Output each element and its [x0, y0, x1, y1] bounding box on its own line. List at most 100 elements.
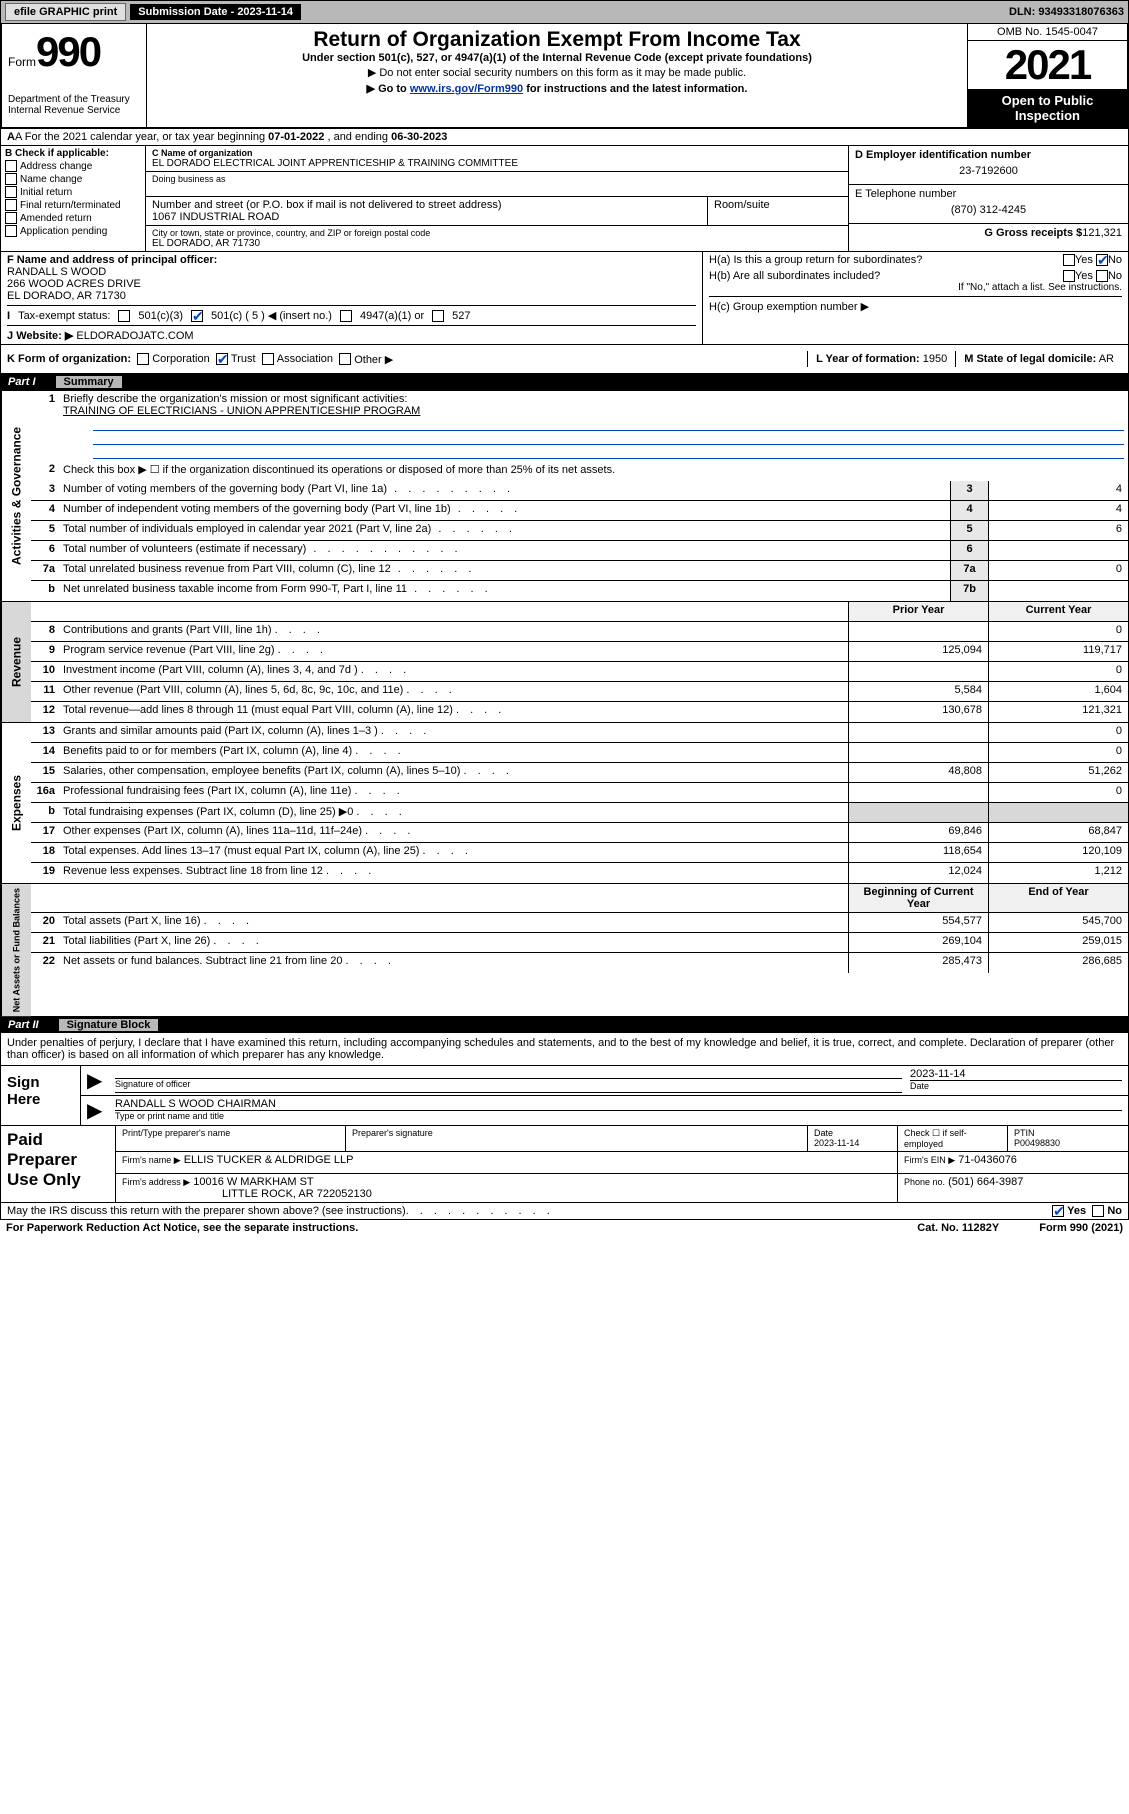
- prior-year-value: 12,024: [848, 863, 988, 883]
- col-f: F Name and address of principal officer:…: [1, 252, 703, 344]
- current-year-value: 51,262: [988, 763, 1128, 782]
- form-subtitle: Under section 501(c), 527, or 4947(a)(1)…: [155, 52, 959, 64]
- goto-post: for instructions and the latest informat…: [523, 83, 747, 95]
- line-desc: Salaries, other compensation, employee b…: [59, 763, 848, 782]
- part1-num: Part I: [8, 376, 36, 388]
- current-year-value: 0: [988, 622, 1128, 641]
- current-year-value: [988, 803, 1128, 822]
- line-num: 22: [31, 953, 59, 973]
- table-row: 9Program service revenue (Part VIII, lin…: [31, 642, 1128, 662]
- cb-app-pending[interactable]: [5, 225, 17, 237]
- firm-addr-label: Firm's address ▶: [122, 1177, 190, 1187]
- lbl-4947: 4947(a)(1) or: [360, 310, 424, 322]
- line-desc: Program service revenue (Part VIII, line…: [59, 642, 848, 661]
- line-value: [988, 581, 1128, 601]
- line-desc: Total unrelated business revenue from Pa…: [63, 563, 391, 575]
- ptin-value: P00498830: [1014, 1138, 1060, 1148]
- cb-final-return[interactable]: [5, 199, 17, 211]
- l-label: L Year of formation:: [816, 353, 920, 365]
- cb-corp[interactable]: [137, 353, 149, 365]
- line-num: 17: [31, 823, 59, 842]
- cb-amended[interactable]: [5, 212, 17, 224]
- cb-initial-return[interactable]: [5, 186, 17, 198]
- line-desc: Total assets (Part X, line 16) . . . .: [59, 913, 848, 932]
- ssn-note: ▶ Do not enter social security numbers o…: [155, 66, 959, 79]
- box-num: 4: [950, 501, 988, 520]
- current-year-value: 1,604: [988, 682, 1128, 701]
- line-desc: Professional fundraising fees (Part IX, …: [59, 783, 848, 802]
- declaration-text: Under penalties of perjury, I declare th…: [0, 1033, 1129, 1066]
- line-num: 20: [31, 913, 59, 932]
- table-row: 12Total revenue—add lines 8 through 11 (…: [31, 702, 1128, 722]
- vside-expenses: Expenses: [1, 723, 31, 883]
- firm-ein: 71-0436076: [958, 1154, 1017, 1166]
- line-num: 14: [31, 743, 59, 762]
- current-year-value: 0: [988, 783, 1128, 802]
- section-fgh: F Name and address of principal officer:…: [0, 252, 1129, 345]
- col-c: C Name of organization EL DORADO ELECTRI…: [146, 146, 848, 251]
- cb-ha-no[interactable]: [1096, 254, 1108, 266]
- goto-note: ▶ Go to www.irs.gov/Form990 for instruct…: [155, 82, 959, 95]
- cb-assoc[interactable]: [262, 353, 274, 365]
- irs-link[interactable]: www.irs.gov/Form990: [410, 83, 523, 95]
- line-num: b: [31, 803, 59, 822]
- line-num: b: [31, 581, 59, 601]
- paid-preparer-block: Paid Preparer Use Only Print/Type prepar…: [0, 1126, 1129, 1203]
- cb-4947[interactable]: [340, 310, 352, 322]
- cb-hb-no[interactable]: [1096, 270, 1108, 282]
- prior-year-value: 554,577: [848, 913, 988, 932]
- line-desc: Briefly describe the organization's miss…: [63, 393, 407, 405]
- ha-label: H(a) Is this a group return for subordin…: [709, 254, 922, 266]
- cb-discuss-no[interactable]: [1092, 1205, 1104, 1217]
- form-word: Form: [8, 55, 36, 69]
- prep-sig-label: Preparer's signature: [346, 1126, 808, 1151]
- cb-address-change[interactable]: [5, 160, 17, 172]
- sig-officer-label: Signature of officer: [115, 1078, 902, 1089]
- website-value: ELDORADOJATC.COM: [76, 330, 193, 342]
- cb-501c3[interactable]: [118, 310, 130, 322]
- line-desc: Total number of volunteers (estimate if …: [63, 543, 306, 555]
- ein-value: 23-7192600: [855, 161, 1122, 181]
- firm-addr1: 10016 W MARKHAM ST: [193, 1176, 313, 1188]
- row-a-pre: A For the 2021 calendar year, or tax yea…: [15, 131, 268, 143]
- line-desc: Total expenses. Add lines 13–17 (must eq…: [59, 843, 848, 862]
- line-desc: Total liabilities (Part X, line 26) . . …: [59, 933, 848, 952]
- lbl-501c5: 501(c) ( 5 ) ◀ (insert no.): [211, 309, 332, 322]
- expenses-section: Expenses 13Grants and similar amounts pa…: [0, 723, 1129, 884]
- form-title: Return of Organization Exempt From Incom…: [155, 28, 959, 52]
- efile-topbar: efile GRAPHIC print Submission Date - 20…: [0, 0, 1129, 24]
- firm-name-label: Firm's name ▶: [122, 1155, 181, 1165]
- line-num: 15: [31, 763, 59, 782]
- lbl-501c3: 501(c)(3): [138, 310, 183, 322]
- line-value: 4: [988, 501, 1128, 520]
- ptin-label: PTIN: [1014, 1128, 1035, 1138]
- current-year-value: 545,700: [988, 913, 1128, 932]
- line-desc: Investment income (Part VIII, column (A)…: [59, 662, 848, 681]
- vside-netassets: Net Assets or Fund Balances: [1, 884, 31, 1016]
- cb-label: Application pending: [20, 226, 107, 237]
- line-num: 18: [31, 843, 59, 862]
- cb-discuss-yes[interactable]: [1052, 1205, 1064, 1217]
- line-value: 6: [988, 521, 1128, 540]
- pra-notice: For Paperwork Reduction Act Notice, see …: [6, 1222, 358, 1234]
- line-desc: Net assets or fund balances. Subtract li…: [59, 953, 848, 973]
- current-year-value: 121,321: [988, 702, 1128, 722]
- lbl-corp: Corporation: [152, 353, 209, 365]
- prior-year-value: [848, 803, 988, 822]
- efile-label[interactable]: efile GRAPHIC print: [5, 3, 126, 21]
- current-year-value: 0: [988, 723, 1128, 742]
- cb-hb-yes[interactable]: [1063, 270, 1075, 282]
- part2-title: Signature Block: [59, 1019, 159, 1031]
- gross-value: 121,321: [1082, 227, 1122, 239]
- line-desc: Other revenue (Part VIII, column (A), li…: [59, 682, 848, 701]
- cb-527[interactable]: [432, 310, 444, 322]
- line-value: 0: [988, 561, 1128, 580]
- ein-label: D Employer identification number: [855, 149, 1122, 161]
- line-num: 2: [31, 461, 59, 481]
- cb-501c[interactable]: [191, 310, 203, 322]
- prior-year-value: [848, 743, 988, 762]
- cb-name-change[interactable]: [5, 173, 17, 185]
- cb-other[interactable]: [339, 353, 351, 365]
- cb-ha-yes[interactable]: [1063, 254, 1075, 266]
- cb-trust[interactable]: [216, 353, 228, 365]
